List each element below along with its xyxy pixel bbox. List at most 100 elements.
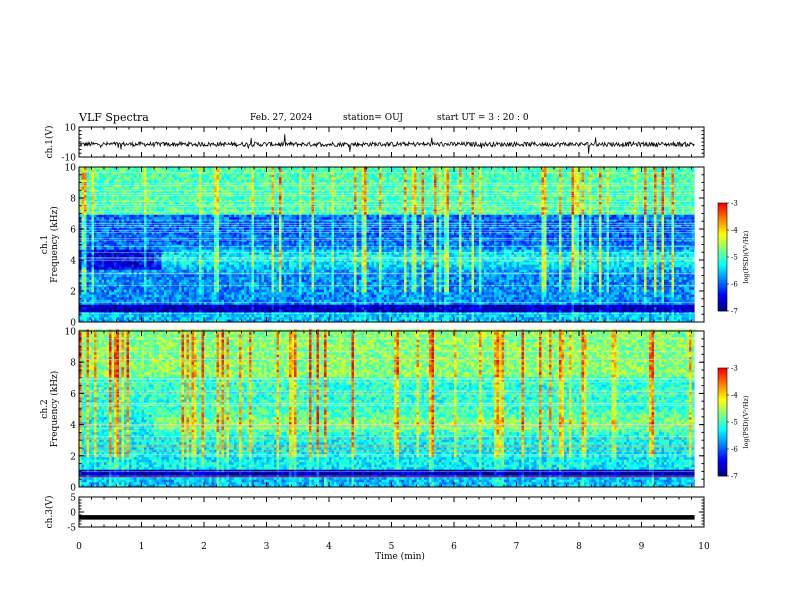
spectrogram-cell — [656, 309, 660, 313]
spectrogram-cell — [389, 297, 392, 300]
spectrogram-cell — [294, 319, 297, 323]
spectrogram-cell — [304, 317, 307, 320]
spectrogram-cell — [191, 312, 195, 315]
spectrogram-cell — [251, 277, 255, 280]
spectrogram-cell — [256, 272, 260, 275]
spectrogram-cell — [181, 289, 185, 293]
spectrogram-cell — [661, 279, 665, 283]
spectrogram-cell — [594, 317, 597, 320]
spectrogram-cell — [641, 282, 645, 285]
spectrogram-cell — [379, 274, 382, 278]
spectrogram-cell — [571, 292, 575, 295]
spectrogram-cell — [81, 282, 85, 285]
spectrogram-cell — [124, 282, 127, 285]
spectrogram-cell — [341, 272, 345, 275]
spectrogram-cell — [381, 279, 385, 283]
spectrogram-cell — [79, 302, 82, 305]
spectrogram-cell — [509, 314, 512, 318]
spectrogram-cell — [246, 294, 250, 298]
spectrogram-cell — [549, 312, 552, 315]
spectrogram-cell — [189, 304, 192, 308]
spectrogram-cell — [319, 274, 322, 278]
spectrogram-cell — [556, 279, 560, 283]
spectrogram-cell — [99, 287, 102, 290]
spectrogram-cell — [476, 284, 480, 288]
spectrogram-cell — [534, 287, 537, 290]
spectrogram-cell — [219, 279, 222, 283]
spectrogram-cell — [299, 294, 302, 298]
spectrogram-cell — [604, 287, 607, 290]
spectrogram-cell — [631, 299, 635, 303]
spectrogram-cell — [389, 284, 392, 288]
spectrogram-cell — [104, 317, 107, 320]
spectrogram-cell — [474, 287, 477, 290]
spectrogram-cell — [321, 309, 325, 313]
spectrogram-cell — [666, 309, 670, 313]
spectrogram-cell — [211, 277, 215, 280]
spectrogram-cell — [166, 292, 170, 295]
spectrogram-cell — [386, 289, 390, 293]
spectrogram-cell — [146, 299, 150, 303]
spectrogram-cell — [524, 277, 527, 280]
spectrogram-cell — [389, 287, 392, 290]
spectrogram-cell — [159, 282, 162, 285]
spectrogram-cell — [531, 317, 535, 320]
spectrogram-cell — [554, 317, 557, 320]
spectrogram-cell — [549, 292, 552, 295]
spectrogram-cell — [599, 307, 602, 310]
spectrogram-cell — [194, 279, 197, 283]
spectrogram-cell — [676, 299, 680, 303]
spectrogram-cell — [336, 304, 340, 308]
spectrogram-cell — [421, 297, 425, 300]
spectrogram-cell — [681, 284, 685, 288]
spectrogram-cell — [451, 302, 455, 305]
spectrogram-cell — [181, 302, 185, 305]
spectrogram-cell — [571, 277, 575, 280]
spectrogram-cell — [514, 294, 517, 298]
spectrogram-cell — [639, 289, 642, 293]
spectrogram-cell — [196, 272, 200, 275]
spectrogram-cell — [676, 317, 680, 320]
spectrogram-cell — [469, 317, 472, 320]
spectrogram-cell — [159, 292, 162, 295]
spectrogram-cell — [381, 317, 385, 320]
spectrogram-cell — [279, 302, 282, 305]
spectrogram-cell — [201, 277, 205, 280]
spectrogram-cell — [506, 319, 510, 323]
spectrogram-cell — [421, 279, 425, 283]
spectrogram-cell — [184, 292, 187, 295]
spectrogram-cell — [689, 274, 692, 278]
spectrogram-cell — [509, 287, 512, 290]
spectrogram-cell — [564, 274, 567, 278]
spectrogram-cell — [421, 312, 425, 315]
spectrogram-cell — [296, 284, 300, 288]
spectrogram-cell — [499, 297, 502, 300]
spectrogram-cell — [369, 309, 372, 313]
spectrogram-cell — [89, 292, 92, 295]
spectrogram-cell — [374, 297, 377, 300]
spectrogram-cell — [444, 292, 447, 295]
spectrogram-cell — [406, 312, 410, 315]
spectrogram-cell — [156, 299, 160, 303]
spectrogram-cell — [369, 314, 372, 318]
spectrogram-cell — [571, 274, 575, 278]
spectrogram-cell — [384, 272, 387, 275]
spectrogram-cell — [241, 277, 245, 280]
spectrogram-cell — [166, 282, 170, 285]
spectrogram-cell — [586, 277, 590, 280]
spectrogram-cell — [199, 319, 202, 323]
spectrogram-cell — [459, 292, 462, 295]
spectrogram-cell — [676, 287, 680, 290]
spectrogram-cell — [576, 319, 580, 323]
spectrogram-cell — [554, 299, 557, 303]
spectrogram-cell — [186, 287, 190, 290]
spectrogram-cell — [96, 312, 100, 315]
spectrogram-cell — [656, 319, 660, 323]
spectrogram-cell — [496, 282, 500, 285]
spectrogram-cell — [229, 314, 232, 318]
spectrogram-cell — [419, 317, 422, 320]
spectrogram-cell — [249, 272, 252, 275]
spectrogram-cell — [331, 319, 335, 323]
spectrogram-cell — [669, 277, 672, 280]
